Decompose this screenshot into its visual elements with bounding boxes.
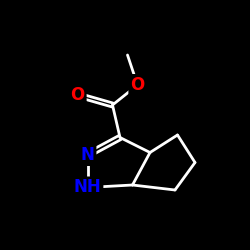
Text: N: N [80, 146, 94, 164]
Text: O: O [130, 76, 144, 94]
Text: O: O [70, 86, 85, 104]
Text: NH: NH [74, 178, 102, 196]
